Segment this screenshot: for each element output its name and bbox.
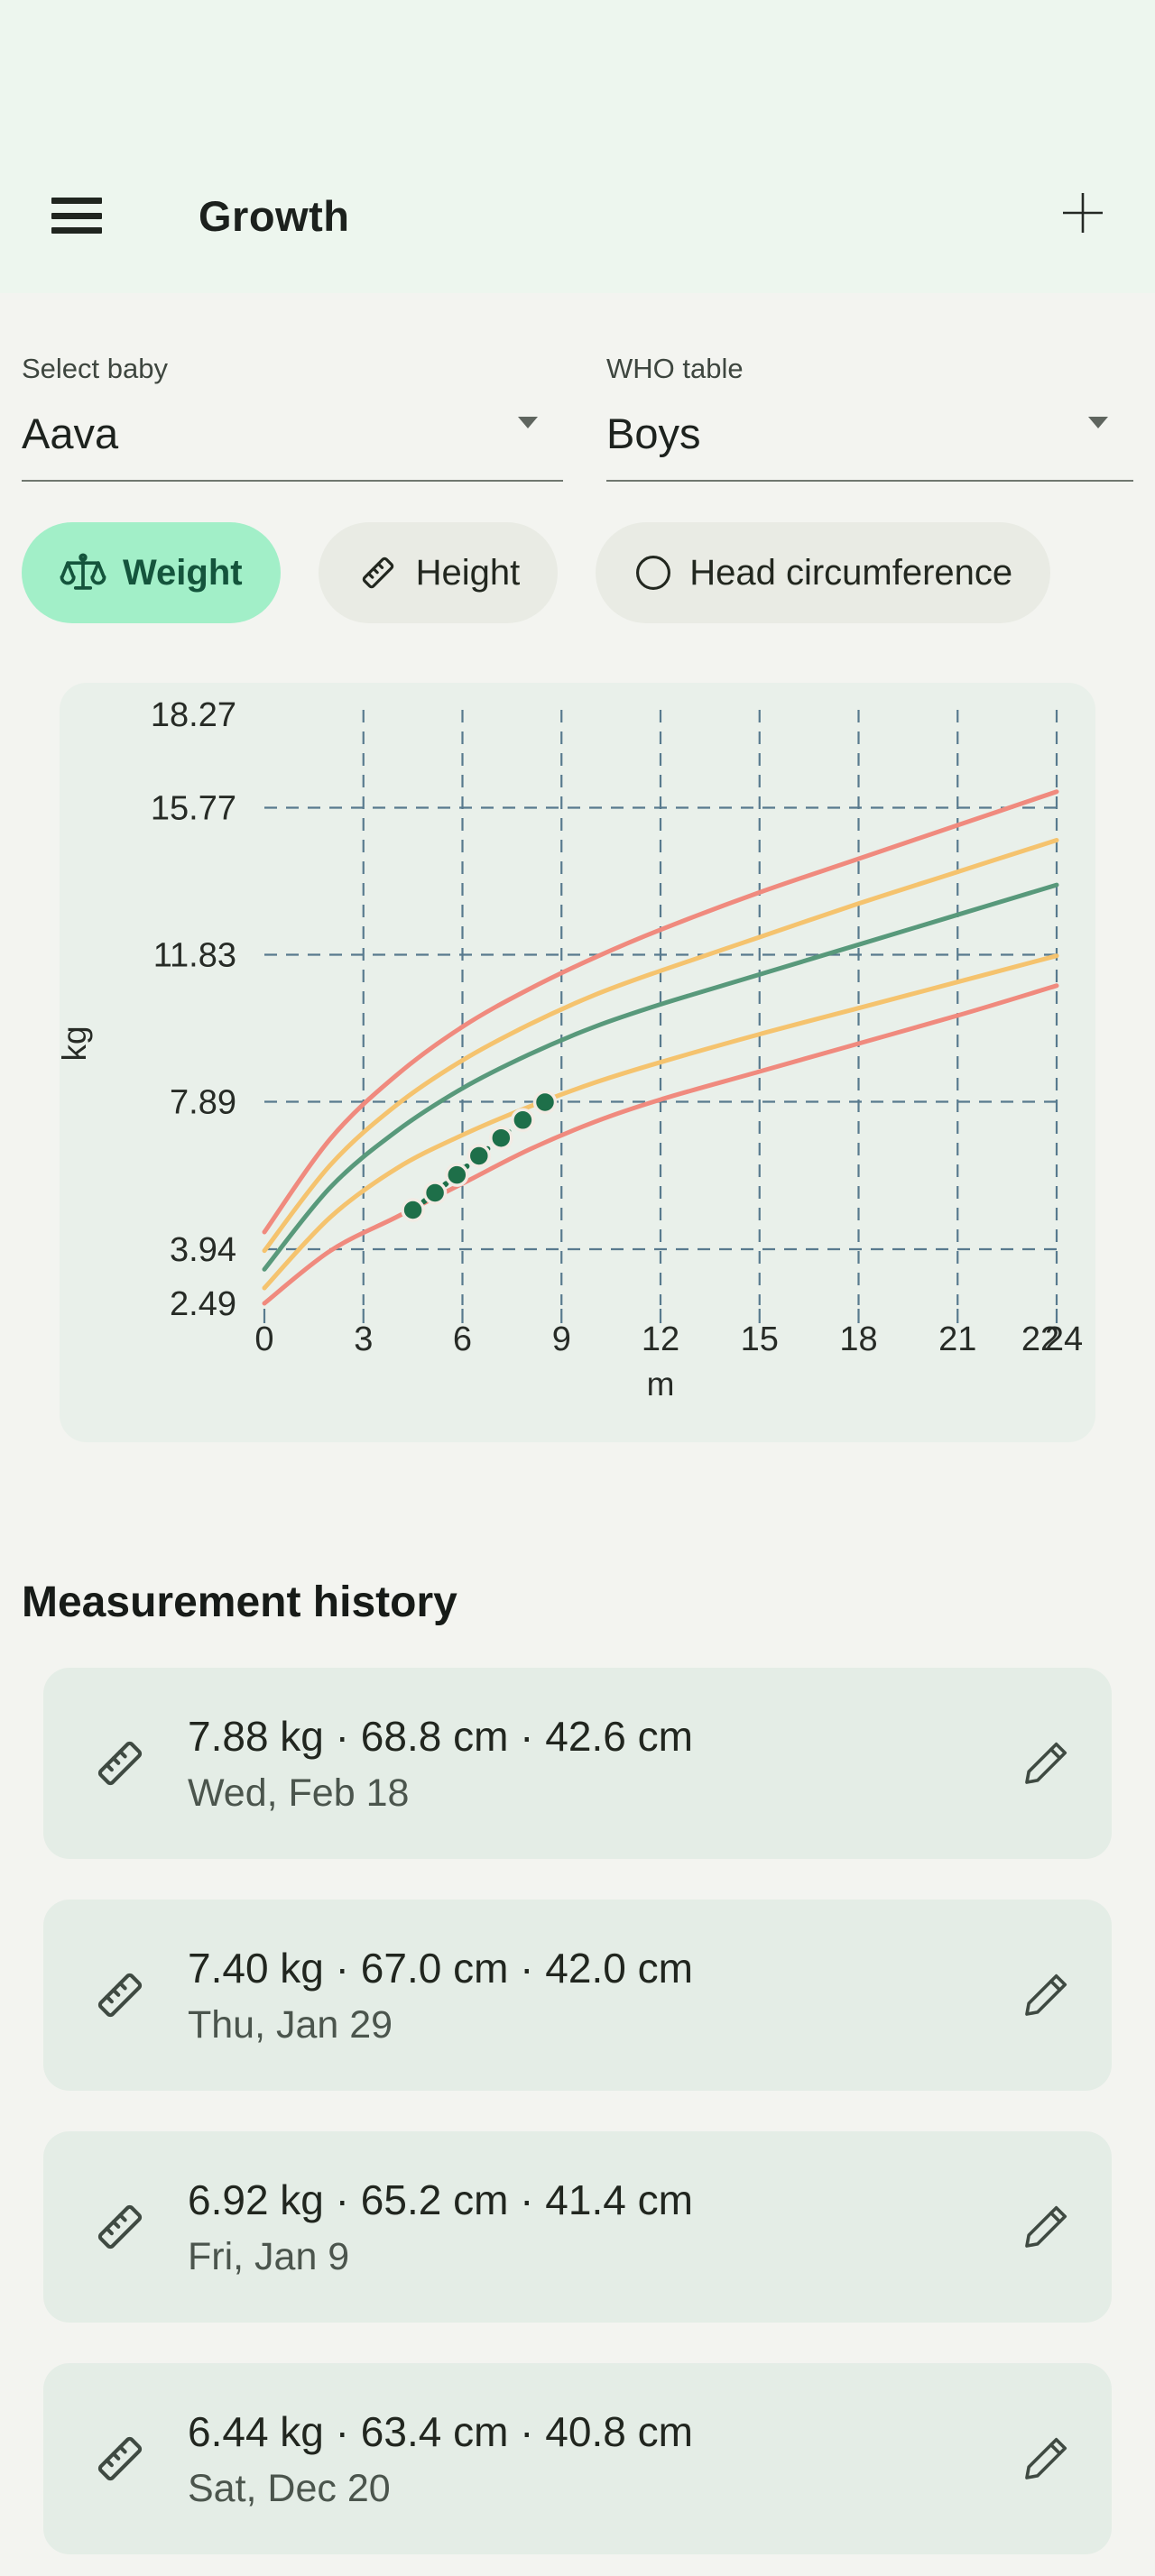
tab-label: Height bbox=[415, 552, 521, 593]
baby-select[interactable]: Select baby Aava bbox=[22, 353, 563, 482]
measurement-date: Fri, Jan 9 bbox=[188, 2234, 350, 2278]
who-table-label: WHO table bbox=[606, 353, 744, 384]
who-table-value: Boys bbox=[606, 409, 701, 457]
svg-text:15: 15 bbox=[741, 1320, 779, 1358]
baby-select-label: Select baby bbox=[22, 353, 168, 384]
measurement-summary: 6.44 kg · 63.4 cm · 40.8 cm bbox=[188, 2407, 693, 2455]
svg-text:21: 21 bbox=[938, 1320, 976, 1358]
who-table-select[interactable]: WHO table Boys bbox=[606, 353, 1133, 482]
svg-text:3.94: 3.94 bbox=[170, 1231, 236, 1269]
measurement-card[interactable]: 6.44 kg · 63.4 cm · 40.8 cm Sat, Dec 20 bbox=[43, 2363, 1112, 2554]
svg-text:kg: kg bbox=[60, 1026, 93, 1061]
svg-text:15.77: 15.77 bbox=[151, 790, 236, 828]
svg-text:9: 9 bbox=[552, 1320, 571, 1358]
app-header: Growth bbox=[0, 0, 1155, 293]
measurement-summary: 7.88 kg · 68.8 cm · 42.6 cm bbox=[188, 1712, 693, 1760]
circle-icon bbox=[636, 556, 671, 590]
measurement-card[interactable]: 7.40 kg · 67.0 cm · 42.0 cm Thu, Jan 29 bbox=[43, 1900, 1112, 2091]
edit-icon[interactable] bbox=[1020, 1737, 1072, 1789]
tab-label: Weight bbox=[123, 552, 243, 593]
ruler-icon bbox=[97, 2436, 143, 2481]
measurement-history-list: 7.88 kg · 68.8 cm · 42.6 cm Wed, Feb 18 … bbox=[43, 1668, 1112, 2554]
growth-chart-card: 18.27 15.77 11.83 7.89 3.94 2.49 0 3 6 9 12 15 18 21 2… bbox=[60, 683, 1095, 1442]
edit-icon[interactable] bbox=[1020, 2433, 1072, 2485]
chevron-down-icon bbox=[1088, 417, 1108, 428]
ruler-icon bbox=[97, 1973, 143, 2018]
growth-chart: 18.27 15.77 11.83 7.89 3.94 2.49 0 3 6 9 12 15 18 21 2… bbox=[60, 696, 1083, 1403]
svg-text:18: 18 bbox=[839, 1320, 877, 1358]
measurement-summary: 6.92 kg · 65.2 cm · 41.4 cm bbox=[188, 2176, 693, 2223]
svg-text:6: 6 bbox=[453, 1320, 472, 1358]
svg-text:7.89: 7.89 bbox=[170, 1084, 236, 1122]
svg-text:24: 24 bbox=[1045, 1320, 1083, 1358]
history-title: Measurement history bbox=[22, 1578, 457, 1626]
svg-text:0: 0 bbox=[254, 1320, 273, 1358]
baby-select-value: Aava bbox=[22, 409, 119, 457]
measurement-date: Thu, Jan 29 bbox=[188, 2002, 393, 2047]
measurement-card[interactable]: 7.88 kg · 68.8 cm · 42.6 cm Wed, Feb 18 bbox=[43, 1668, 1112, 1859]
svg-text:m: m bbox=[647, 1366, 675, 1403]
measurement-summary: 7.40 kg · 67.0 cm · 42.0 cm bbox=[188, 1944, 693, 1992]
measurement-date: Sat, Dec 20 bbox=[188, 2466, 391, 2510]
ruler-icon bbox=[97, 2204, 143, 2249]
tab-head-circumference[interactable]: Head circumference bbox=[596, 522, 1051, 623]
measurement-card[interactable]: 6.92 kg · 65.2 cm · 41.4 cm Fri, Jan 9 bbox=[43, 2131, 1112, 2323]
edit-icon[interactable] bbox=[1020, 2201, 1072, 2253]
svg-text:3: 3 bbox=[354, 1320, 373, 1358]
svg-text:18.27: 18.27 bbox=[151, 696, 236, 734]
svg-text:11.83: 11.83 bbox=[153, 937, 236, 975]
selector-row: Select baby Aava WHO table Boys bbox=[22, 353, 1133, 482]
page-title: Growth bbox=[199, 192, 350, 240]
chevron-down-icon bbox=[518, 417, 538, 428]
tab-height[interactable]: Height bbox=[318, 522, 559, 623]
metric-tabs: Weight Height Head circumference bbox=[22, 522, 1133, 623]
menu-icon[interactable] bbox=[51, 198, 102, 234]
svg-text:2.49: 2.49 bbox=[170, 1285, 236, 1323]
svg-text:22: 22 bbox=[1021, 1320, 1059, 1358]
scale-icon bbox=[60, 553, 106, 590]
ruler-icon bbox=[362, 557, 393, 589]
tab-label: Head circumference bbox=[689, 552, 1013, 593]
edit-icon[interactable] bbox=[1020, 1969, 1072, 2021]
add-measurement-button[interactable] bbox=[1061, 191, 1104, 235]
measurement-date: Wed, Feb 18 bbox=[188, 1771, 410, 1815]
svg-text:12: 12 bbox=[642, 1320, 679, 1358]
tab-weight[interactable]: Weight bbox=[22, 522, 281, 623]
ruler-icon bbox=[97, 1741, 143, 1786]
plus-icon bbox=[1063, 193, 1103, 233]
